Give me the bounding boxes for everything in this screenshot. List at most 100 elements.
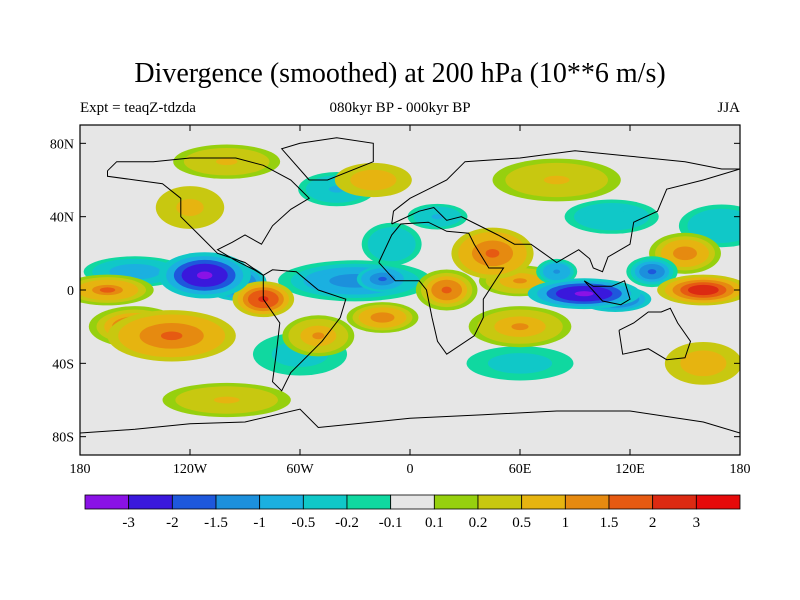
x-tick-label: 120W (173, 462, 208, 477)
field-anomaly (626, 256, 678, 288)
colorbar-label: 0.2 (469, 515, 488, 531)
field-anomaly (173, 144, 281, 179)
contour-band (485, 249, 500, 258)
coastlines (80, 137, 740, 434)
latitude-axis: 80N 40N 0 40S 80S (50, 137, 740, 446)
colorbar-swatch (302, 494, 348, 510)
contour-band (647, 269, 657, 275)
colorbar-label: 0.1 (425, 515, 444, 531)
coastline (391, 150, 740, 273)
colorbar-label: -3 (122, 515, 135, 531)
x-tick-label: 60W (286, 462, 314, 477)
colorbar-swatch (521, 494, 566, 510)
field-anomaly (346, 302, 419, 333)
contour-band (99, 287, 116, 293)
contour-band (126, 269, 144, 275)
field-anomaly (407, 203, 468, 230)
field-anomaly (536, 258, 578, 285)
field-anomaly (564, 199, 659, 234)
colorbar-label: 1 (562, 515, 570, 531)
season-label: JJA (717, 100, 740, 116)
field-anomaly (678, 204, 740, 248)
colorbar-swatch (215, 494, 261, 510)
colorbar: -3 -2 -1.5 -1 -0.5 -0.2 -0.1 0.1 0.2 0.5 1 1.5 2 3 (84, 494, 741, 531)
coastline (107, 157, 311, 276)
y-tick-label: 80N (50, 137, 74, 152)
coastline (583, 280, 631, 306)
colorbar-swatch (477, 494, 523, 510)
colorbar-swatch (695, 494, 741, 510)
divergence-field (80, 125, 740, 455)
colorbar-label: -0.5 (291, 515, 315, 531)
experiment-label: Expt = teaqZ-tdzda (80, 100, 196, 116)
coastline (80, 408, 740, 434)
contour-band (511, 323, 529, 331)
contour-band (713, 221, 731, 231)
contour-band (695, 359, 712, 368)
contour-band (160, 331, 183, 341)
colorbar-label: 2 (649, 515, 657, 531)
field-anomaly (107, 310, 236, 362)
y-tick-label: 40N (50, 211, 74, 226)
colorbar-swatch (608, 494, 654, 510)
x-tick-label: 120E (615, 462, 645, 477)
colorbar-label: -1 (253, 515, 266, 531)
field-anomaly (158, 252, 251, 299)
colorbar-swatch (84, 494, 130, 510)
field-anomaly (80, 274, 154, 306)
contour-band (376, 314, 389, 321)
colorbar-label: 0.5 (512, 515, 531, 531)
field-anomaly (415, 269, 478, 311)
x-tick-label: 60E (509, 462, 532, 477)
field-anomaly (468, 306, 572, 348)
colorbar-label: -0.1 (379, 515, 403, 531)
colorbar-label: -0.2 (335, 515, 359, 531)
contour-band (213, 396, 240, 404)
y-tick-label: 80S (52, 431, 74, 446)
colorbar-label: -1.5 (204, 515, 228, 531)
x-tick-label: 180 (730, 462, 751, 477)
colorbar-swatch (171, 494, 217, 510)
colorbar-swatch (390, 494, 435, 510)
field-anomaly (334, 162, 412, 198)
contour-band (602, 213, 622, 221)
field-anomaly (356, 266, 409, 292)
time-range-label: 080kyr BP - 000kyr BP (329, 100, 471, 116)
contour-band (215, 158, 238, 166)
contour-band (312, 332, 325, 340)
x-tick-label: 180 (70, 462, 91, 477)
contour-band (441, 286, 452, 294)
colorbar-label: 1.5 (600, 515, 619, 531)
colorbar-swatch (128, 494, 173, 510)
coastline (378, 221, 505, 355)
field-anomaly (466, 346, 574, 381)
contour-band (543, 175, 570, 185)
colorbar-swatch (433, 494, 479, 510)
contour-band (431, 214, 444, 220)
y-tick-label: 0 (67, 284, 74, 299)
colorbar-label: 3 (693, 515, 701, 531)
x-tick-label: 0 (407, 462, 414, 477)
contour-band (509, 359, 531, 367)
field-anomaly (162, 382, 291, 418)
field-anomaly (657, 274, 740, 306)
colorbar-swatch (259, 494, 304, 510)
field-anomaly (492, 158, 621, 202)
colorbar-swatch (652, 494, 697, 510)
colorbar-label: -2 (166, 515, 179, 531)
contour-band (695, 287, 712, 293)
contour-band (679, 249, 691, 257)
contour-band (513, 278, 527, 284)
longitude-axis: 180 120W 60W 0 60E 120E 180 (70, 125, 751, 477)
plot-title: Divergence (smoothed) at 200 hPa (10**6 … (134, 58, 666, 89)
field-anomaly (451, 227, 534, 279)
contour-band (574, 291, 594, 297)
colorbar-swatch (346, 494, 392, 510)
contour-band (183, 203, 197, 212)
field-anomaly (527, 278, 641, 310)
y-tick-label: 40S (52, 357, 74, 372)
contour-band (365, 176, 382, 184)
field-anomaly (282, 315, 355, 357)
contour-band (553, 269, 561, 274)
